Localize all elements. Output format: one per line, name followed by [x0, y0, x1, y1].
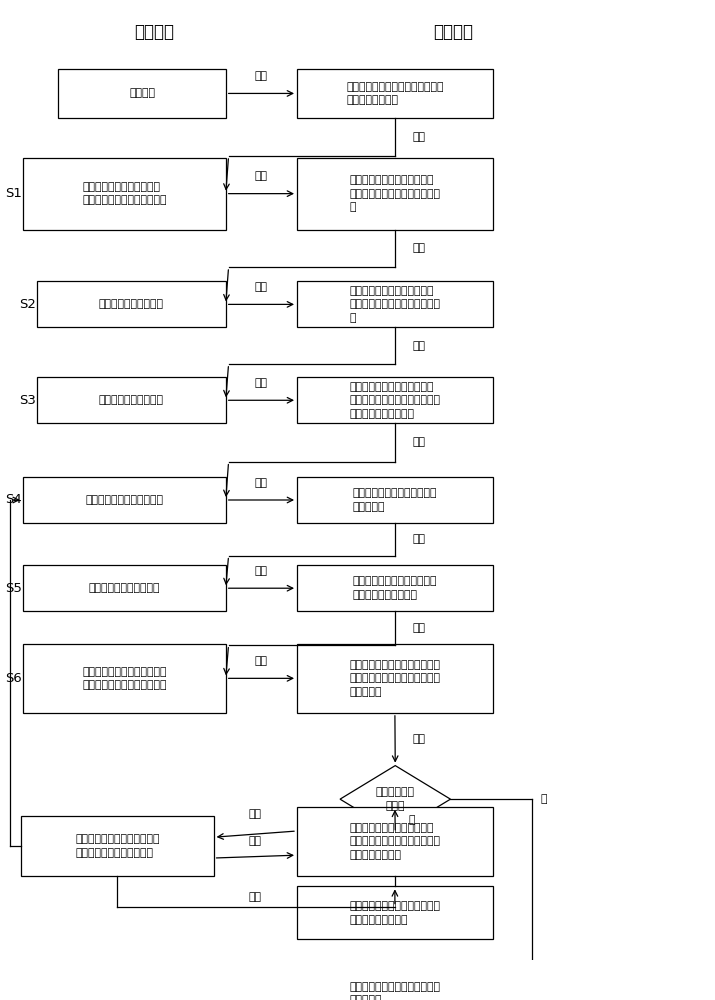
- Bar: [297, 281, 493, 327]
- Text: 完成: 完成: [255, 71, 268, 81]
- Text: 提示: 提示: [413, 243, 425, 253]
- Bar: [297, 807, 493, 876]
- Text: 系统提示放入第二种食物，并显
示需放入的食物重量: 系统提示放入第二种食物，并显 示需放入的食物重量: [350, 901, 440, 925]
- Text: 提示: 提示: [249, 809, 262, 819]
- Text: 完成: 完成: [413, 734, 425, 744]
- Text: 系统记录用户选择的人数値并
显示，根据上述选择提示应放入
的最佳食物重量和类型: 系统记录用户选择的人数値并 显示，根据上述选择提示应放入 的最佳食物重量和类型: [350, 382, 440, 419]
- Text: 用户按照提示选择口感: 用户按照提示选择口感: [99, 299, 164, 309]
- Bar: [297, 377, 493, 423]
- Text: 是: 是: [408, 815, 415, 825]
- Bar: [297, 565, 493, 611]
- Text: 完成: 完成: [255, 566, 268, 576]
- Text: 提示: 提示: [249, 892, 262, 902]
- Bar: [37, 377, 226, 423]
- Bar: [297, 967, 493, 1000]
- Bar: [21, 816, 214, 876]
- Text: 完成: 完成: [255, 478, 268, 488]
- Text: 用户按照系统提示完成滤水、
倒水、重新放入食物等操作: 用户按照系统提示完成滤水、 倒水、重新放入食物等操作: [75, 834, 159, 858]
- Text: 系统根据上述选择提示烹饪温
度和烹饪预计完成时间: 系统根据上述选择提示烹饪温 度和烹饪预计完成时间: [352, 576, 437, 600]
- Text: 用户按照提示选择人数: 用户按照提示选择人数: [99, 395, 164, 405]
- Text: 互动提示区域通过动画提示用
户完成滤水、倒水、重新放入过
滤后的食物等操作: 互动提示区域通过动画提示用 户完成滤水、倒水、重新放入过 滤后的食物等操作: [350, 823, 440, 860]
- Text: 系统开始工作，并在互动提示区
域提示操作进度和烹饪状态（吸
水或加热）: 系统开始工作，并在互动提示区 域提示操作进度和烹饪状态（吸 水或加热）: [350, 660, 440, 697]
- Text: 用户按照系统提示放入水: 用户按照系统提示放入水: [89, 583, 160, 593]
- Text: S4: S4: [5, 493, 21, 506]
- Bar: [23, 477, 226, 523]
- Text: S2: S2: [19, 298, 36, 311]
- Text: 是否是浸泡吸
水阶段: 是否是浸泡吸 水阶段: [376, 787, 415, 811]
- Text: 系统完成全部烹饪工作，提示用
户烹饪结束: 系统完成全部烹饪工作，提示用 户烹饪结束: [350, 982, 440, 1000]
- Text: 提示: 提示: [413, 623, 425, 633]
- Bar: [297, 644, 493, 713]
- Text: 否: 否: [541, 794, 547, 804]
- Text: 用户从菜谱区域中查找需要
的菜谱，按照提示输入菜谱値: 用户从菜谱区域中查找需要 的菜谱，按照提示输入菜谱値: [82, 182, 167, 205]
- Bar: [37, 281, 226, 327]
- Text: S6: S6: [5, 672, 21, 685]
- Text: 提示: 提示: [413, 534, 425, 544]
- Bar: [59, 69, 226, 118]
- Text: S1: S1: [5, 187, 22, 200]
- Text: 系统动作: 系统动作: [434, 23, 473, 41]
- Text: 完成: 完成: [255, 171, 268, 181]
- Bar: [297, 886, 493, 939]
- Text: 用户按照系统提示放入食物: 用户按照系统提示放入食物: [85, 495, 163, 505]
- Text: 系统根据上述选择提示应放入
的最佳水量: 系统根据上述选择提示应放入 的最佳水量: [352, 488, 437, 512]
- Bar: [23, 158, 226, 230]
- Text: 用户操作: 用户操作: [134, 23, 174, 41]
- Text: 用户可调整烹饪温度（菜谱允
许）和烹饪时间，完成后确认: 用户可调整烹饪温度（菜谱允 许）和烹饪时间，完成后确认: [82, 667, 167, 690]
- Text: 完成: 完成: [255, 378, 268, 388]
- Text: 插上电源: 插上电源: [129, 88, 155, 98]
- Text: 完成: 完成: [255, 282, 268, 292]
- Text: 系统记录用户选择的菜谱値并
显示，口感显示区域提示输入口
感: 系统记录用户选择的菜谱値并 显示，口感显示区域提示输入口 感: [350, 175, 440, 212]
- Text: 系统记录用户选择的口感値并
显示，人数显示区域提示输入人
数: 系统记录用户选择的口感値并 显示，人数显示区域提示输入人 数: [350, 286, 440, 323]
- Bar: [23, 644, 226, 713]
- Bar: [297, 477, 493, 523]
- Text: 完成: 完成: [255, 656, 268, 666]
- Text: 上电初始化系统，菜单图标点亮，
提示用户选择菜谱: 上电初始化系统，菜单图标点亮， 提示用户选择菜谱: [346, 82, 443, 105]
- Text: S3: S3: [19, 394, 36, 407]
- Bar: [297, 69, 493, 118]
- Text: 完成: 完成: [249, 836, 262, 846]
- Text: 提示: 提示: [413, 437, 425, 447]
- Text: 提示: 提示: [413, 341, 425, 351]
- Text: 提示: 提示: [413, 132, 425, 142]
- Polygon shape: [340, 766, 450, 833]
- Bar: [297, 158, 493, 230]
- Bar: [23, 565, 226, 611]
- Text: S5: S5: [5, 582, 22, 595]
